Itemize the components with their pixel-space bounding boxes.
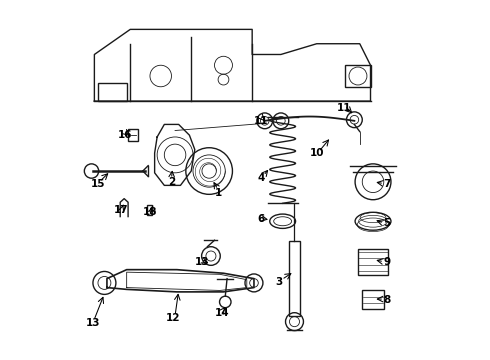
Text: 5: 5: [383, 218, 390, 228]
Text: 1: 1: [215, 188, 222, 198]
Bar: [289, 241, 300, 316]
Text: 12: 12: [166, 313, 180, 323]
Text: 18: 18: [143, 207, 157, 217]
Text: 8: 8: [383, 295, 390, 305]
Text: 6: 6: [258, 215, 265, 224]
Text: 13: 13: [85, 319, 100, 328]
Text: 11: 11: [336, 103, 351, 113]
Text: 10: 10: [310, 148, 324, 158]
Text: 3: 3: [275, 277, 283, 287]
Text: 4: 4: [257, 173, 265, 183]
Text: 15: 15: [91, 179, 105, 189]
Text: 11: 11: [254, 116, 269, 126]
Text: 17: 17: [114, 206, 128, 216]
Text: 2: 2: [168, 177, 175, 187]
Text: 9: 9: [383, 257, 390, 267]
Text: 13: 13: [195, 257, 209, 267]
Text: 14: 14: [215, 308, 229, 318]
Bar: [128, 129, 139, 140]
Bar: [147, 205, 152, 215]
Bar: [358, 249, 388, 275]
Text: 16: 16: [118, 130, 132, 140]
Bar: [362, 291, 385, 309]
Text: 7: 7: [383, 179, 391, 189]
